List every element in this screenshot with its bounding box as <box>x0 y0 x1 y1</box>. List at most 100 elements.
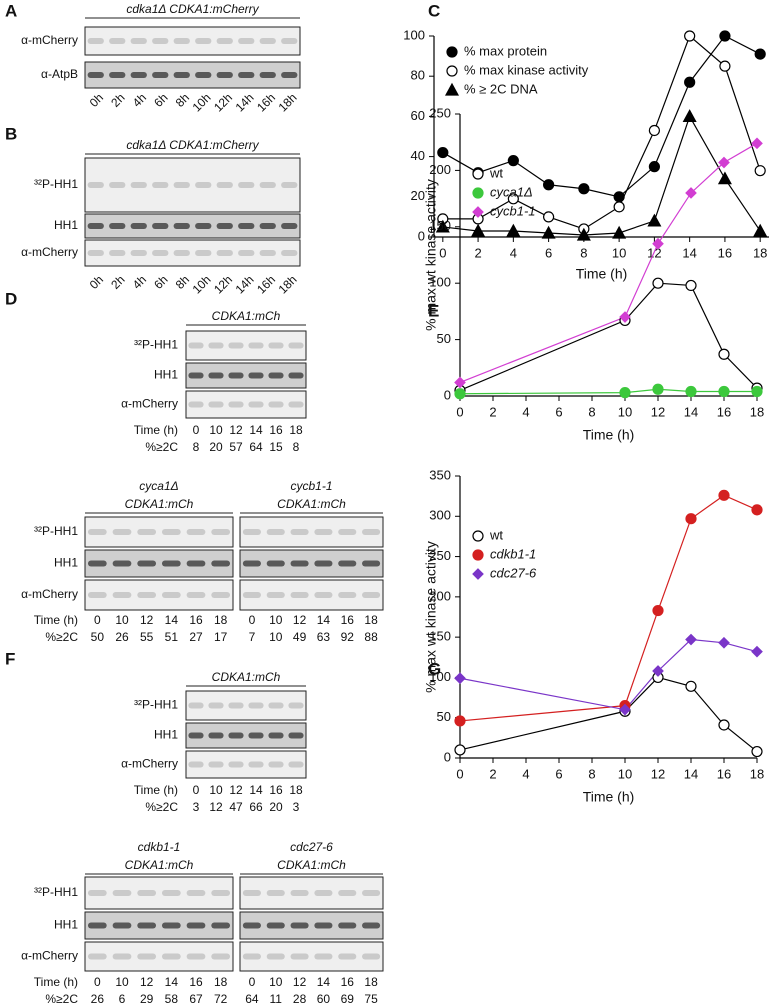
blot-band <box>259 223 276 229</box>
panel-label: B <box>5 124 17 143</box>
time-value: 12 <box>140 613 154 627</box>
blot-band <box>87 250 104 256</box>
dna-value: 3 <box>293 800 300 814</box>
blot-band <box>188 702 204 709</box>
y-tick-label: 150 <box>429 629 451 644</box>
blot-row-label: α-mCherry <box>21 245 78 259</box>
blot-band <box>211 953 231 960</box>
legend-label: cyca1Δ <box>490 184 533 199</box>
y-tick-label: 150 <box>429 218 451 233</box>
series-line <box>459 142 758 384</box>
blot-band <box>288 342 304 349</box>
blot-band <box>248 372 264 379</box>
series-line <box>459 676 758 753</box>
time-value: 10 <box>115 613 129 627</box>
x-tick-label: 2 <box>489 766 496 781</box>
blot-band <box>314 922 333 929</box>
blot-title: cycb1-1 <box>290 479 332 493</box>
blot-band <box>186 560 206 567</box>
lane-label: 14h <box>233 272 257 296</box>
x-tick-label: 8 <box>588 766 595 781</box>
blot-band <box>228 401 244 408</box>
x-tick-label: 0 <box>456 766 463 781</box>
blot-band <box>161 890 181 896</box>
blot-band <box>362 922 381 929</box>
blot-band <box>87 922 107 929</box>
legend-marker <box>472 549 484 561</box>
blot-band <box>173 182 190 188</box>
blot-band <box>130 250 147 256</box>
lane-label: 4h <box>130 90 149 109</box>
time-value: 0 <box>249 975 256 989</box>
dna-value: 92 <box>341 630 355 644</box>
blot-row-label: HH1 <box>54 918 78 932</box>
legend-label: wt <box>489 527 503 542</box>
dna-value: 12 <box>209 800 223 814</box>
blot-row-label: ³²P-HH1 <box>134 698 178 712</box>
marker <box>454 744 466 756</box>
blot-band <box>228 372 244 379</box>
x-tick-label: 10 <box>618 404 632 419</box>
blot-row-label: α-mCherry <box>121 397 178 411</box>
blot-band <box>281 72 298 78</box>
blot-row-label: ³²P-HH1 <box>134 338 178 352</box>
y-tick-label: 20 <box>411 188 425 203</box>
dna-value: 58 <box>165 992 179 1006</box>
blot-band <box>242 890 261 896</box>
blot-band <box>137 592 157 598</box>
marker <box>685 633 697 646</box>
dna-value: 47 <box>229 800 243 814</box>
time-value: 18 <box>289 783 303 797</box>
blot-row-label: HH1 <box>154 728 178 742</box>
blot-band <box>248 401 264 408</box>
time-label: Time (h) <box>34 975 78 989</box>
dna-value: 26 <box>91 992 105 1006</box>
marker <box>619 387 631 399</box>
blot-band <box>186 592 206 598</box>
legend-label: cdc27-6 <box>490 565 537 580</box>
panel-label: E <box>428 301 439 320</box>
time-value: 14 <box>249 423 263 437</box>
blot-row <box>84 579 234 611</box>
y-tick-label: 50 <box>437 709 451 724</box>
lane-label: 12h <box>211 272 235 296</box>
blot-band <box>87 953 107 960</box>
blot-band <box>208 732 224 739</box>
marker <box>543 211 555 223</box>
time-value: 0 <box>193 783 200 797</box>
blot-row <box>185 362 307 389</box>
time-value: 12 <box>293 975 307 989</box>
blot-band <box>362 890 381 896</box>
blot-band <box>112 592 132 598</box>
y-tick-label: 250 <box>429 548 451 563</box>
time-value: 16 <box>189 613 203 627</box>
marker <box>613 201 625 213</box>
legend-marker <box>446 46 458 58</box>
time-value: 18 <box>214 975 228 989</box>
lane-label: 8h <box>173 272 192 291</box>
lane-label: 0h <box>87 90 106 109</box>
lane-label: 12h <box>211 90 235 114</box>
blot-band <box>152 250 169 256</box>
marker <box>753 223 768 237</box>
marker <box>507 193 519 205</box>
marker <box>719 60 731 72</box>
marker <box>751 385 763 398</box>
blot-band <box>281 250 298 256</box>
legend-label: cycb1-1 <box>490 203 536 218</box>
blot-band <box>242 592 261 598</box>
blot-row-label: HH1 <box>54 218 78 232</box>
blot-band <box>87 560 107 567</box>
blot-band <box>130 38 147 44</box>
blot-band <box>290 592 309 598</box>
marker <box>754 165 766 177</box>
blot-band <box>130 223 147 229</box>
time-value: 16 <box>341 613 355 627</box>
series-line <box>442 35 761 198</box>
blot-row <box>239 941 384 972</box>
marker <box>685 279 697 292</box>
blot-band <box>242 953 261 960</box>
blot-band <box>259 182 276 188</box>
marker <box>719 30 731 42</box>
blot-band <box>188 732 204 739</box>
